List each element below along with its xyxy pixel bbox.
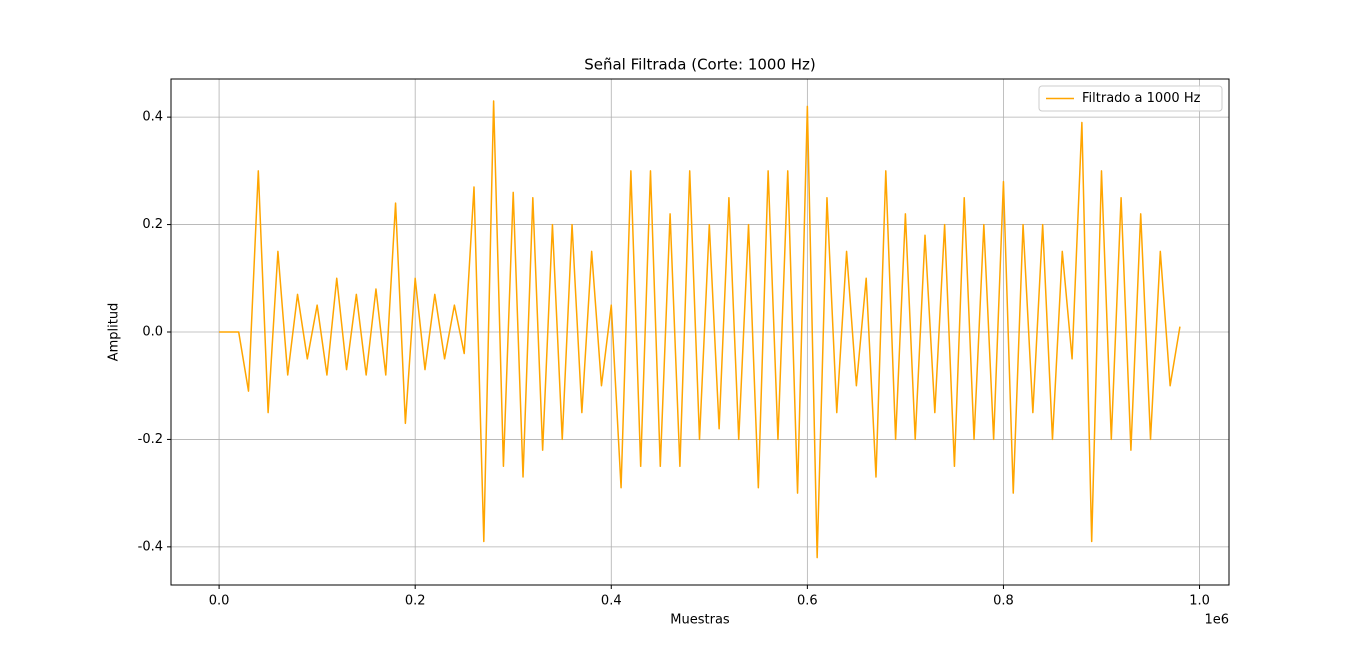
axes-frame	[170, 78, 1230, 586]
y-tick-label: -0.2	[138, 432, 163, 447]
y-tick-label: 0.2	[142, 217, 163, 232]
x-tick-label: 1.0	[1189, 594, 1210, 609]
x-axis-label: Muestras	[670, 613, 730, 628]
y-tick-label: 0.0	[142, 325, 163, 340]
x-tick-label: 0.8	[993, 594, 1014, 609]
legend-box	[1038, 85, 1223, 112]
x-tick-label: 0.4	[601, 594, 622, 609]
x-tick-label: 0.6	[797, 594, 818, 609]
y-axis-label: Amplitud	[107, 303, 122, 362]
x-offset-label: 1e6	[1204, 613, 1229, 628]
x-tick-label: 0.0	[209, 594, 230, 609]
y-tick-label: 0.4	[142, 110, 163, 125]
legend-label: Filtrado a 1000 Hz	[1082, 91, 1201, 106]
x-tick-label: 0.2	[405, 594, 426, 609]
y-tick-label: -0.4	[138, 539, 163, 554]
series-line	[219, 100, 1181, 559]
chart-title: Señal Filtrada (Corte: 1000 Hz)	[584, 56, 816, 74]
